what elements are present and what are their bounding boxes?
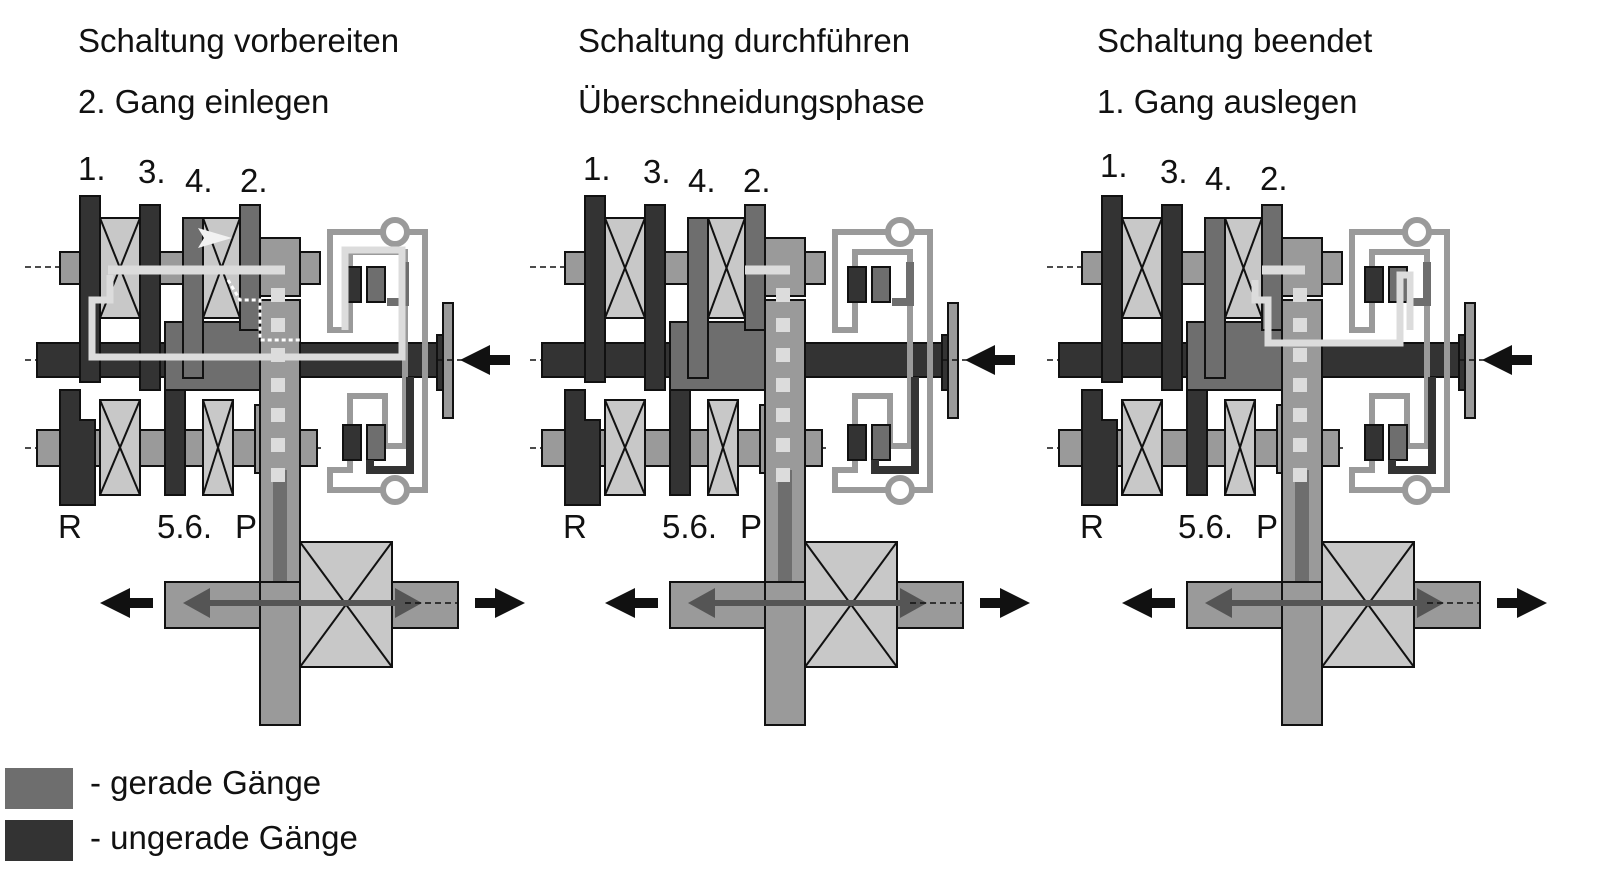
gear-label: P — [1256, 508, 1278, 545]
panel-subtitle: Überschneidungsphase — [578, 83, 925, 120]
legend-swatch-even — [5, 768, 73, 809]
gear-label: 3. — [643, 153, 671, 190]
gear-label: 2. — [1260, 160, 1288, 197]
power-flow-path — [1251, 265, 1414, 347]
gear-label: R — [563, 508, 587, 545]
gear-label: 5.6. — [157, 508, 212, 545]
transmission-schematic — [530, 196, 1030, 725]
gear-label: 3. — [138, 153, 166, 190]
gear-label: 4. — [185, 162, 213, 199]
gear-label: 1. — [583, 150, 611, 187]
panel-2: Schaltung durchführen Überschneidungspha… — [530, 22, 1030, 725]
gear-label: 4. — [1205, 160, 1233, 197]
panel-3: Schaltung beendet 1. Gang auslegen 1. 3.… — [1047, 22, 1547, 725]
panel-title: Schaltung vorbereiten — [78, 22, 399, 59]
legend: - gerade Gänge - ungerade Gänge — [5, 764, 358, 861]
gear-label: 2. — [743, 162, 771, 199]
gear-label: 1. — [78, 150, 106, 187]
gear-label: P — [740, 508, 762, 545]
gear-label: 4. — [688, 162, 716, 199]
legend-swatch-odd — [5, 820, 73, 861]
legend-label-odd: - ungerade Gänge — [90, 819, 358, 856]
gear-label: 1. — [1100, 147, 1128, 184]
gear-label: R — [58, 508, 82, 545]
panel-subtitle: 2. Gang einlegen — [78, 83, 329, 120]
power-flow-path — [88, 228, 406, 361]
gear-label: 5.6. — [1178, 508, 1233, 545]
gear-label: 2. — [240, 162, 268, 199]
transmission-schematic — [1047, 196, 1547, 725]
gear-label: P — [235, 508, 257, 545]
gear-label: 5.6. — [662, 508, 717, 545]
gear-label: R — [1080, 508, 1104, 545]
legend-label-even: - gerade Gänge — [90, 764, 321, 801]
panel-title: Schaltung durchführen — [578, 22, 910, 59]
panel-title: Schaltung beendet — [1097, 22, 1372, 59]
panel-1: Schaltung vorbereiten 2. Gang einlegen 1… — [25, 22, 525, 725]
gear-label: 3. — [1160, 153, 1188, 190]
panel-subtitle: 1. Gang auslegen — [1097, 83, 1358, 120]
transmission-schematic — [25, 196, 525, 725]
